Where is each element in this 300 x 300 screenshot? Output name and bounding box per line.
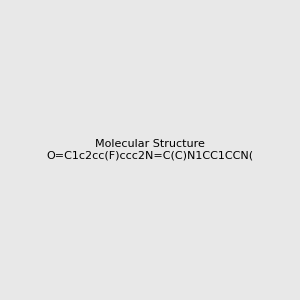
Text: Molecular Structure
O=C1c2cc(F)ccc2N=C(C)N1CC1CCN(: Molecular Structure O=C1c2cc(F)ccc2N=C(C… [46, 139, 253, 161]
